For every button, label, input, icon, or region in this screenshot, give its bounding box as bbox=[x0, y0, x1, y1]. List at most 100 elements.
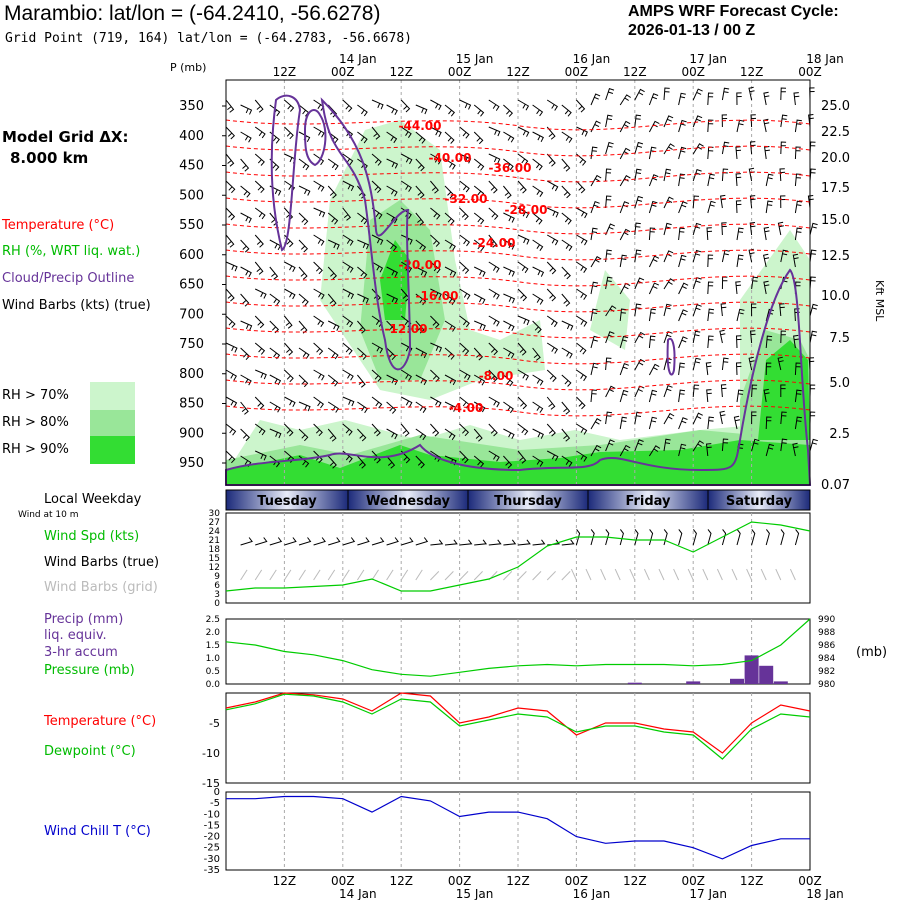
wind-barb bbox=[590, 227, 598, 241]
wind-barb bbox=[269, 293, 281, 306]
temperature-contour bbox=[225, 379, 811, 391]
wind-barb bbox=[371, 234, 384, 245]
wind-barb bbox=[634, 195, 644, 209]
wind-barb bbox=[357, 104, 368, 117]
wind-barb bbox=[794, 119, 802, 133]
wind-barb bbox=[792, 253, 799, 268]
wind-barb bbox=[503, 131, 515, 143]
temperature-contour bbox=[225, 119, 811, 131]
wind-barb bbox=[357, 428, 367, 442]
wind-barb bbox=[240, 374, 252, 386]
wind-barb bbox=[576, 288, 588, 300]
wind-barb bbox=[371, 369, 382, 382]
wind-barb bbox=[254, 99, 264, 113]
wind-barb bbox=[284, 396, 296, 408]
wind-barb bbox=[415, 401, 427, 413]
top-hour-label: 12Z bbox=[740, 65, 764, 79]
wind-barb bbox=[692, 249, 702, 263]
precip-bar bbox=[686, 681, 701, 684]
wind-speed-tick: 3 bbox=[214, 590, 220, 600]
wind-barb bbox=[619, 363, 629, 376]
grid-wind-barb bbox=[585, 568, 592, 581]
wind-barb bbox=[719, 329, 726, 344]
surface-wind-barb bbox=[357, 537, 370, 546]
wind-barb bbox=[400, 126, 412, 138]
wind-barb bbox=[254, 234, 264, 248]
wind-barb bbox=[561, 428, 571, 442]
wind-barb bbox=[517, 423, 529, 436]
wind-barb bbox=[517, 396, 528, 410]
wind-barb bbox=[459, 153, 472, 164]
temperature-contour-label: -16.00 bbox=[416, 289, 459, 303]
pressure-tick-label: 700 bbox=[179, 307, 204, 322]
wind-barb bbox=[430, 99, 442, 111]
wind-barb bbox=[634, 114, 642, 128]
surface-wind-barb bbox=[692, 529, 697, 546]
wind-barb bbox=[763, 226, 770, 241]
wind-barb bbox=[561, 212, 572, 225]
wind-barb bbox=[721, 222, 727, 236]
wind-barb bbox=[532, 212, 543, 225]
wind-barb bbox=[313, 396, 324, 409]
wind-speed-tick: 18 bbox=[209, 545, 221, 555]
dewpoint-line bbox=[225, 693, 811, 760]
legend-temperature-2: Temperature (°C) bbox=[44, 714, 157, 729]
surface-wind-barb bbox=[517, 539, 531, 546]
wind-barb bbox=[590, 444, 602, 457]
wind-barb bbox=[503, 374, 514, 387]
wind-barb bbox=[430, 153, 442, 165]
wind-barb bbox=[751, 438, 760, 452]
legend-pressure: Pressure (mb) bbox=[44, 663, 135, 678]
temperature-contour-label: -36.00 bbox=[489, 161, 532, 175]
wind-barb bbox=[313, 234, 325, 246]
surface-wind-barb bbox=[474, 539, 488, 546]
legend-barbs-true: Wind Barbs (true) bbox=[44, 555, 160, 570]
legend-temperature: Temperature (°C) bbox=[2, 218, 115, 233]
wind-barb bbox=[546, 126, 556, 140]
wind-barb bbox=[692, 195, 700, 209]
wind-barb bbox=[792, 442, 799, 457]
wind-barb bbox=[678, 92, 686, 106]
wind-speed-tick: 15 bbox=[209, 554, 220, 564]
cloud-outline bbox=[666, 337, 676, 376]
wind-barb bbox=[284, 315, 293, 329]
wind-barb bbox=[678, 389, 686, 403]
wind-barb bbox=[254, 342, 266, 355]
temperature-contour bbox=[225, 249, 811, 261]
wind-barb bbox=[488, 342, 499, 356]
wind-barb bbox=[546, 99, 558, 111]
bottom-date-label: 17 Jan bbox=[689, 887, 727, 900]
precip-tick: 0.5 bbox=[206, 667, 220, 677]
windchill-tick: -5 bbox=[210, 798, 220, 809]
grid-wind-barb bbox=[503, 571, 513, 581]
wind-barb bbox=[327, 212, 339, 225]
wind-barb bbox=[313, 207, 326, 218]
wind-barb bbox=[663, 87, 670, 101]
kft-tick-label: 22.5 bbox=[821, 125, 850, 140]
weekday-label: Wednesday bbox=[366, 494, 450, 509]
temperature-contour-label: -12.00 bbox=[385, 322, 428, 336]
wind-barb bbox=[765, 443, 775, 457]
wind-barb bbox=[444, 239, 456, 251]
temperature-tick: -5 bbox=[209, 717, 220, 730]
grid-wind-barb bbox=[570, 568, 577, 581]
grid-wind-barb bbox=[702, 568, 709, 581]
wind-barb bbox=[721, 168, 729, 182]
cloud-outline bbox=[320, 97, 412, 371]
wind-barb bbox=[634, 385, 645, 398]
grid-wind-barb bbox=[356, 569, 365, 581]
wind-barb bbox=[707, 173, 715, 187]
wind-barb bbox=[719, 410, 726, 425]
surface-wind-barb bbox=[503, 539, 517, 546]
wind-barb bbox=[634, 277, 645, 290]
wind-barb bbox=[488, 180, 498, 194]
windchill-tick: -35 bbox=[204, 865, 220, 876]
wind-barb bbox=[254, 207, 266, 220]
legend-precip-liq: liq. equiv. bbox=[44, 628, 107, 643]
weekday-label: Tuesday bbox=[257, 494, 317, 509]
wind-barb bbox=[765, 173, 774, 187]
grid-wind-barb bbox=[658, 568, 665, 581]
grid-wind-barb bbox=[444, 571, 454, 581]
wind-barb bbox=[648, 389, 658, 403]
wind-barb bbox=[765, 416, 772, 430]
